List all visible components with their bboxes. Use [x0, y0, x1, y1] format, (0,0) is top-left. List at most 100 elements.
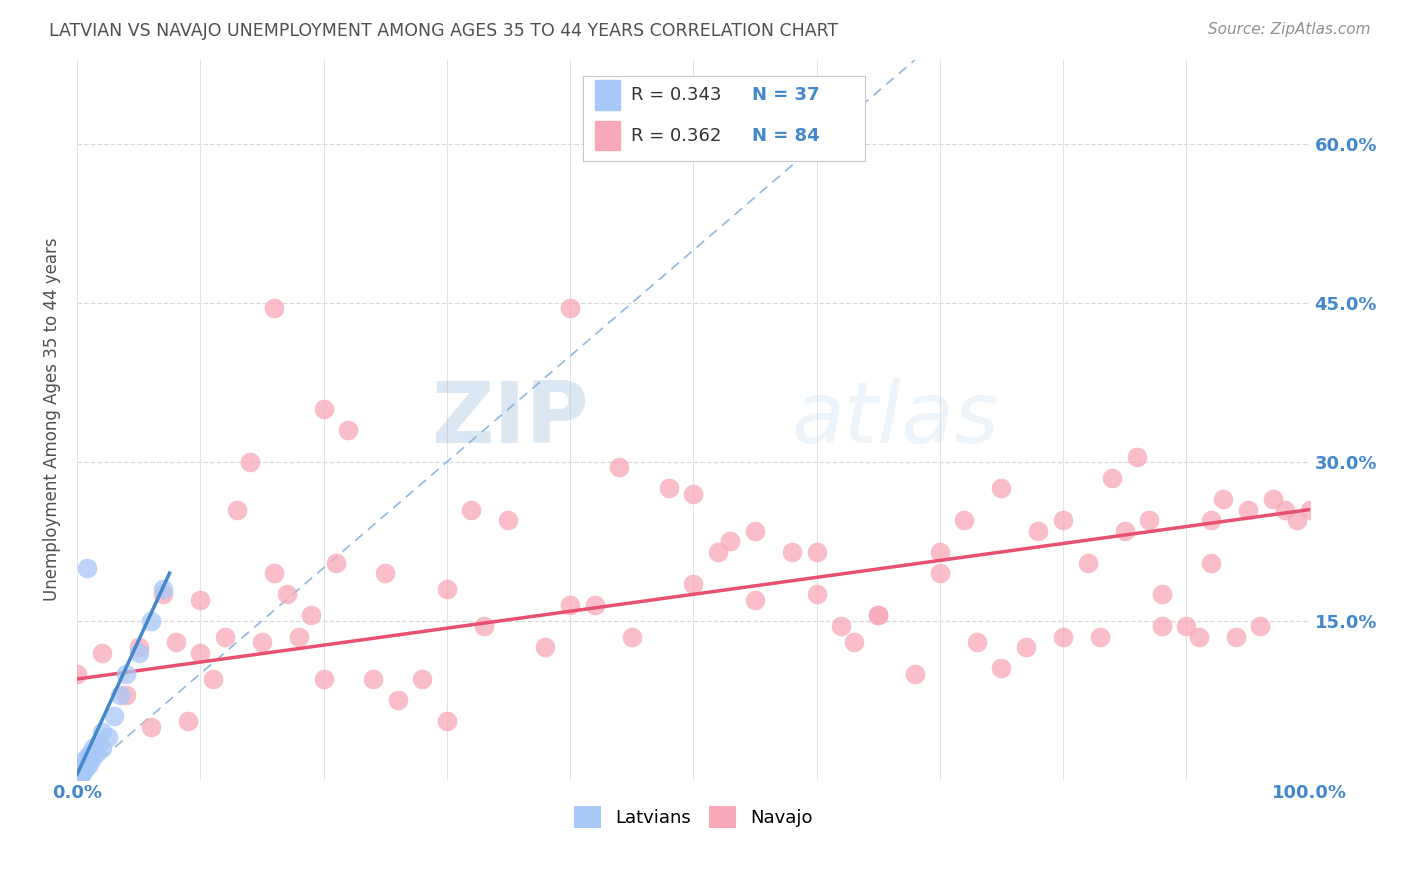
Point — [250, 635, 273, 649]
Point — [325, 556, 347, 570]
Point — [69, 764, 91, 779]
Point — [744, 592, 766, 607]
Point — [90, 725, 112, 739]
Point — [1137, 513, 1160, 527]
Point — [868, 608, 890, 623]
Point — [66, 766, 89, 780]
Text: R = 0.362: R = 0.362 — [631, 127, 721, 145]
Point — [77, 749, 100, 764]
Point — [79, 749, 101, 764]
Point — [110, 688, 132, 702]
Point — [928, 566, 950, 581]
Point — [1052, 513, 1074, 527]
Text: Source: ZipAtlas.com: Source: ZipAtlas.com — [1208, 22, 1371, 37]
Point — [1199, 556, 1222, 570]
Bar — [595, 120, 620, 151]
Point — [436, 714, 458, 729]
Point — [1261, 491, 1284, 506]
Point — [67, 771, 90, 785]
Point — [806, 587, 828, 601]
Point — [609, 460, 631, 475]
Point — [139, 614, 162, 628]
Point — [69, 768, 91, 782]
Point — [953, 513, 976, 527]
Point — [312, 672, 335, 686]
Point — [103, 709, 125, 723]
Point — [1028, 524, 1050, 538]
Point — [1199, 513, 1222, 527]
Point — [620, 630, 643, 644]
Point — [1150, 619, 1173, 633]
Legend: Latvians, Navajo: Latvians, Navajo — [567, 799, 820, 836]
Point — [682, 487, 704, 501]
Point — [904, 666, 927, 681]
Point — [66, 666, 89, 681]
Point — [1114, 524, 1136, 538]
Point — [1052, 630, 1074, 644]
Point — [73, 756, 96, 770]
Point — [177, 714, 200, 729]
Point — [69, 760, 91, 774]
Point — [79, 746, 101, 760]
Point — [806, 545, 828, 559]
Point — [188, 646, 211, 660]
Point — [1274, 502, 1296, 516]
Text: R = 0.343: R = 0.343 — [631, 86, 721, 103]
Bar — [595, 80, 620, 110]
Point — [1249, 619, 1271, 633]
Point — [73, 762, 96, 776]
Text: N = 37: N = 37 — [752, 86, 820, 103]
Point — [498, 513, 520, 527]
Point — [583, 598, 606, 612]
Point — [90, 646, 112, 660]
Point — [928, 545, 950, 559]
Point — [66, 772, 89, 787]
Point — [69, 762, 91, 776]
Point — [128, 640, 150, 655]
Point — [80, 751, 103, 765]
Point — [718, 534, 741, 549]
Point — [69, 767, 91, 781]
Point — [682, 576, 704, 591]
Text: N = 84: N = 84 — [752, 127, 820, 145]
Point — [72, 764, 94, 779]
Point — [842, 635, 865, 649]
Point — [72, 760, 94, 774]
Point — [1101, 471, 1123, 485]
Point — [82, 740, 104, 755]
Point — [214, 630, 236, 644]
Point — [299, 608, 322, 623]
Point — [115, 688, 138, 702]
Point — [89, 735, 111, 749]
Point — [70, 766, 93, 780]
Point — [387, 693, 409, 707]
Point — [966, 635, 988, 649]
Point — [72, 754, 94, 768]
Point — [312, 402, 335, 417]
Point — [990, 482, 1012, 496]
Point — [97, 731, 120, 745]
Point — [75, 760, 97, 774]
Point — [67, 764, 90, 779]
Point — [263, 566, 285, 581]
Point — [90, 740, 112, 755]
Point — [152, 587, 174, 601]
Point — [66, 769, 89, 783]
Point — [226, 502, 249, 516]
Point — [201, 672, 224, 686]
Point — [79, 756, 101, 771]
Point — [139, 720, 162, 734]
Point — [868, 608, 890, 623]
Point — [707, 545, 730, 559]
Point — [1212, 491, 1234, 506]
Point — [263, 301, 285, 316]
Point — [76, 561, 98, 575]
Point — [744, 524, 766, 538]
Point — [70, 756, 93, 771]
Point — [374, 566, 396, 581]
Point — [1126, 450, 1149, 464]
Point — [1150, 587, 1173, 601]
Point — [436, 582, 458, 596]
Point — [1175, 619, 1198, 633]
Point — [658, 482, 681, 496]
